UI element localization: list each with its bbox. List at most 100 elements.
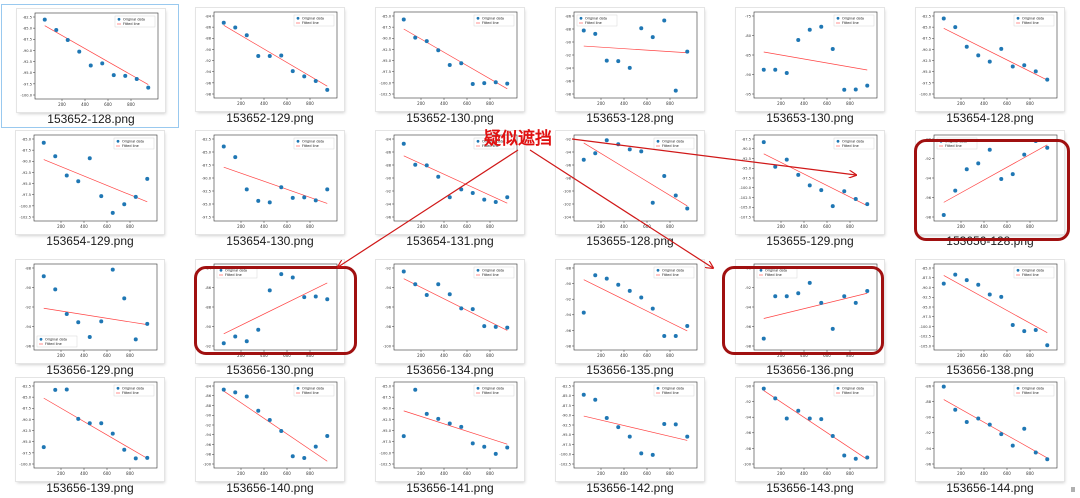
file-tile[interactable]: 200 400 600 800 -75 -80 -85 -90 -95 Original data… xyxy=(721,4,899,128)
data-point xyxy=(616,282,621,287)
y-tick-label: -90 xyxy=(925,416,932,420)
file-tile[interactable]: 200 400 600 800 -84 -86 -88 -90 -92 -94 -96 -98 -100… xyxy=(181,374,359,498)
file-thumbnail[interactable]: 200 400 600 800 -86 -88 -90 -92 -94 -96 Original d… xyxy=(916,378,1064,481)
y-tick-label: -96 xyxy=(205,81,212,85)
data-point xyxy=(447,62,452,67)
file-tile[interactable]: 200 400 600 800 -86 -88 -90 -92 -94 -96 -98 Origina… xyxy=(541,4,719,128)
x-tick-label: 800 xyxy=(846,471,854,476)
file-tile[interactable]: 200 400 600 800 -84 -86 -88 -90 -92 Original data… xyxy=(181,256,359,380)
file-tile[interactable]: 200 400 600 800 -84 -86 -88 -90 -92 -94 -96 -98 Orig… xyxy=(181,4,359,128)
file-tile[interactable]: 200 400 600 800 -90 -92 -94 -96 -98 -100 Original … xyxy=(721,374,899,498)
file-thumbnail[interactable]: 200 400 600 800 -88 -90 -92 -94 -96 Original data… xyxy=(16,260,164,363)
y-tick-label: -102.5 xyxy=(559,462,571,466)
data-point xyxy=(110,210,115,215)
data-point xyxy=(436,282,441,287)
file-thumbnail[interactable]: 200 400 600 800 -90 -92 -94 -96 -98 -100 Original … xyxy=(736,378,884,481)
x-tick-label: 200 xyxy=(597,471,605,476)
data-point xyxy=(807,183,812,188)
file-thumbnail[interactable]: 200 400 600 800 -75 -80 -85 -90 -95 Original data… xyxy=(736,8,884,111)
file-thumbnail[interactable]: 200 400 600 800 -86 -88 -90 -92 -94 -96 -98 Origina… xyxy=(556,8,704,111)
data-point xyxy=(796,291,801,296)
file-thumbnail[interactable]: 200 400 600 800 -92 -94 -96 -98 -100 -102 -104 Orig… xyxy=(556,131,704,234)
file-thumbnail[interactable]: 200 400 600 800 -82.5 -85.0 -87.5 -90.0 -92.5 -95… xyxy=(916,8,1064,111)
file-thumbnail[interactable]: 200 400 600 800 -84 -86 -88 -90 -92 -94 -96 -98 Orig… xyxy=(196,8,344,111)
file-tile[interactable]: 200 400 600 800 -90 -92 -94 -96 -98 Original data… xyxy=(721,256,899,380)
file-tile[interactable]: 200 400 600 800 -92 -94 -96 -98 -100 -102 -104 Orig… xyxy=(541,127,719,251)
data-point xyxy=(1033,69,1038,74)
y-tick-label: -98 xyxy=(565,344,572,348)
data-point xyxy=(77,49,82,54)
file-tile[interactable]: 200 400 600 800 -86 -88 -90 -92 -94 -96 Original d… xyxy=(901,374,1079,498)
x-tick-label: 200 xyxy=(57,353,65,358)
data-point xyxy=(302,195,307,200)
x-tick-label: 800 xyxy=(486,224,494,229)
file-tile[interactable]: 200 400 600 800 -92 -94 -96 -98 -100 Original dat… xyxy=(361,256,539,380)
y-tick-label: -98 xyxy=(565,92,572,96)
file-thumbnail[interactable]: 200 400 600 800 -82.5 -85.0 -87.5 -90.0 -92.5 -95… xyxy=(17,9,165,112)
legend-label-original: Original data xyxy=(842,140,864,144)
y-tick-label: -90.0 xyxy=(382,37,392,41)
file-thumbnail[interactable]: 200 400 600 800 -90 -92 -94 -96 -98 Original data… xyxy=(916,131,1064,234)
file-thumbnail[interactable]: 200 400 600 800 -82.5 -85.0 -87.5 -90.0 -92.5 -95… xyxy=(196,131,344,234)
file-tile[interactable]: 200 400 600 800 -82.5 -85.0 -87.5 -90.0 -92.5 -95… xyxy=(1,374,179,498)
file-tile[interactable]: 200 400 600 800 -82.5 -85.0 -87.5 -90.0 -92.5 -95… xyxy=(181,127,359,251)
file-thumbnail[interactable]: 200 400 600 800 -85.0 -87.5 -90.0 -92.5 -95.0 -97… xyxy=(376,8,524,111)
x-tick-label: 200 xyxy=(237,353,245,358)
data-point xyxy=(593,151,598,156)
legend-label-fitted: Fitted line xyxy=(1022,21,1039,25)
file-tile[interactable]: 200 400 600 800 -87.5 -90.0 -92.5 -95.0 -97.5 -10… xyxy=(721,127,899,251)
file-tile[interactable]: 200 400 600 800 -88 -90 -92 -94 -96 Original data… xyxy=(1,256,179,380)
y-tick-label: -92 xyxy=(565,298,571,302)
legend-box xyxy=(653,384,695,397)
file-thumbnail[interactable]: 200 400 600 800 -85.0 -87.5 -90.0 -92.5 -95.0 -97… xyxy=(916,260,1064,363)
file-tile[interactable]: 200 400 600 800 -82.5 -85.0 -87.5 -90.0 -92.5 -95… xyxy=(1,4,179,128)
data-point xyxy=(941,213,946,218)
fitted-line xyxy=(43,397,148,459)
fitted-line xyxy=(223,166,328,204)
legend-label-original: Original data xyxy=(945,140,967,144)
file-tile[interactable]: 200 400 600 800 -85.0 -87.5 -90.0 -92.5 -95.0 -97… xyxy=(361,4,539,128)
x-tick-label: 200 xyxy=(957,353,965,358)
scroll-marker[interactable] xyxy=(1071,487,1075,492)
data-point xyxy=(436,174,441,179)
file-tile[interactable]: 200 400 600 800 -85.0 -87.5 -90.0 -92.5 -95.0 -97… xyxy=(361,374,539,498)
y-tick-label: -92.5 xyxy=(382,418,391,422)
file-thumbnail[interactable]: 200 400 600 800 -90 -92 -94 -96 -98 Original data… xyxy=(736,260,884,363)
file-thumbnail[interactable]: 200 400 600 800 -88 -90 -92 -94 -96 -98 Original d… xyxy=(556,260,704,363)
file-thumbnail[interactable]: 200 400 600 800 -82.5 -85.0 -87.5 -90.0 -92.5 -95… xyxy=(16,378,164,481)
data-point xyxy=(604,138,609,143)
legend-label-fitted: Fitted line xyxy=(302,144,319,148)
file-thumbnail[interactable]: 200 400 600 800 -85.0 -87.5 -90.0 -92.5 -95.0 -97… xyxy=(16,131,164,234)
file-tile[interactable]: 200 400 600 800 -82.5 -85.0 -87.5 -90.0 -92.5 -95… xyxy=(541,374,719,498)
y-tick-label: -90.0 xyxy=(382,407,392,411)
file-thumbnail[interactable]: 200 400 600 800 -85.0 -87.5 -90.0 -92.5 -95.0 -97… xyxy=(376,378,524,481)
file-tile[interactable]: 200 400 600 800 -88 -90 -92 -94 -96 -98 Original d… xyxy=(541,256,719,380)
file-tile[interactable]: 200 400 600 800 -82.5 -85.0 -87.5 -90.0 -92.5 -95… xyxy=(901,4,1079,128)
data-point xyxy=(784,416,789,421)
data-point xyxy=(325,434,330,439)
x-tick-label: 600 xyxy=(823,224,831,229)
file-thumbnail[interactable]: 200 400 600 800 -82.5 -85.0 -87.5 -90.0 -92.5 -95… xyxy=(556,378,704,481)
y-tick-label: -95.0 xyxy=(22,182,32,186)
file-thumbnail[interactable]: 200 400 600 800 -84 -86 -88 -90 -92 Original data… xyxy=(196,260,344,363)
file-tile[interactable]: 200 400 600 800 -85.0 -87.5 -90.0 -92.5 -95.0 -97… xyxy=(901,256,1079,380)
legend-label-fitted: Fitted line xyxy=(662,273,679,277)
legend-box xyxy=(114,15,156,28)
file-tile[interactable]: 200 400 600 800 -90 -92 -94 -96 -98 Original data… xyxy=(901,127,1079,251)
y-tick-label: -100 xyxy=(383,344,392,348)
file-thumbnail[interactable]: 200 400 600 800 -92 -94 -96 -98 -100 Original dat… xyxy=(376,260,524,363)
legend-label-fitted: Fitted line xyxy=(662,144,679,148)
file-tile[interactable]: 200 400 600 800 -85.0 -87.5 -90.0 -92.5 -95.0 -97… xyxy=(1,127,179,251)
legend-marker-original xyxy=(219,268,223,272)
data-point xyxy=(865,289,870,294)
file-thumbnail[interactable]: 200 400 600 800 -84 -86 -88 -90 -92 -94 -96 -98 -100… xyxy=(196,378,344,481)
y-tick-label: -95.0 xyxy=(382,429,392,433)
legend-label-original: Original data xyxy=(225,269,247,273)
x-tick-label: 400 xyxy=(260,353,268,358)
file-thumbnail[interactable]: 200 400 600 800 -87.5 -90.0 -92.5 -95.0 -97.5 -10… xyxy=(736,131,884,234)
thumbnail-chart: 200 400 600 800 -90 -92 -94 -96 -98 Original data… xyxy=(925,134,1058,229)
